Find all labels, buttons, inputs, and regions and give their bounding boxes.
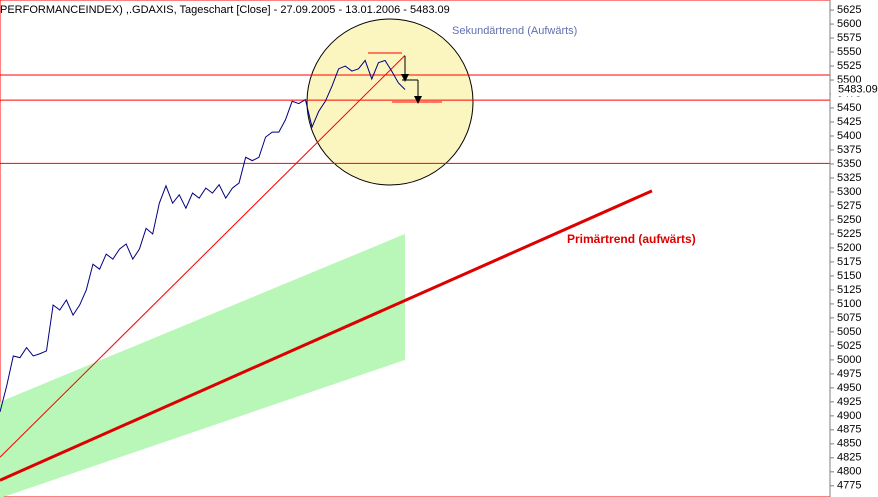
y-tick-label: 5400 bbox=[837, 130, 861, 142]
y-tick-label: 4775 bbox=[837, 480, 861, 492]
last-price-box bbox=[831, 82, 878, 97]
arrowhead bbox=[401, 74, 409, 82]
y-tick-label: 5125 bbox=[837, 284, 861, 296]
trend-line bbox=[0, 189, 653, 482]
y-tick-label: 5150 bbox=[837, 270, 861, 282]
y-tick-label: 5075 bbox=[837, 312, 861, 324]
chart-title: PERFORMANCEINDEX) ,.GDAXIS, Tageschart [… bbox=[0, 4, 450, 16]
y-tick-label: 5425 bbox=[837, 116, 861, 128]
trend-line bbox=[0, 55, 406, 458]
y-tick-label: 5350 bbox=[837, 158, 861, 170]
y-tick-label: 5525 bbox=[837, 60, 861, 72]
y-tick-label: 4850 bbox=[837, 438, 861, 450]
y-tick-label: 5250 bbox=[837, 214, 861, 226]
trend-label: Primärtrend (aufwärts) bbox=[567, 232, 696, 246]
last-price-label: 5483.09 bbox=[838, 83, 878, 95]
y-tick-label: 5625 bbox=[837, 4, 861, 16]
y-tick-label: 5375 bbox=[837, 144, 861, 156]
y-tick-label: 4825 bbox=[837, 452, 861, 464]
y-tick-label: 4900 bbox=[837, 410, 861, 422]
y-tick-label: 4875 bbox=[837, 424, 861, 436]
y-tick-label: 4975 bbox=[837, 368, 861, 380]
y-tick-label: 5450 bbox=[837, 102, 861, 114]
y-tick-label: 5325 bbox=[837, 172, 861, 184]
y-tick-label: 4925 bbox=[837, 396, 861, 408]
highlight-circle bbox=[306, 18, 474, 186]
trend-label: Sekundärtrend (Aufwärts) bbox=[452, 25, 577, 37]
y-tick-label: 5575 bbox=[837, 32, 861, 44]
channel-band bbox=[0, 233, 405, 497]
annotation-marks bbox=[368, 52, 442, 104]
y-tick-label: 5275 bbox=[837, 200, 861, 212]
y-tick-label: 4950 bbox=[837, 382, 861, 394]
y-tick-label: 5300 bbox=[837, 186, 861, 198]
y-tick-label: 4800 bbox=[837, 466, 861, 478]
y-tick-label: 5600 bbox=[837, 18, 861, 30]
y-tick-label: 5175 bbox=[837, 256, 861, 268]
y-tick-label: 5225 bbox=[837, 228, 861, 240]
y-tick-label: 5050 bbox=[837, 326, 861, 338]
y-tick-label: 5100 bbox=[837, 298, 861, 310]
y-tick-label: 5025 bbox=[837, 340, 861, 352]
y-tick-label: 5200 bbox=[837, 242, 861, 254]
y-tick-label: 5000 bbox=[837, 354, 861, 366]
arrowhead bbox=[414, 96, 422, 104]
y-tick-label: 5550 bbox=[837, 46, 861, 58]
price-line bbox=[0, 59, 406, 413]
